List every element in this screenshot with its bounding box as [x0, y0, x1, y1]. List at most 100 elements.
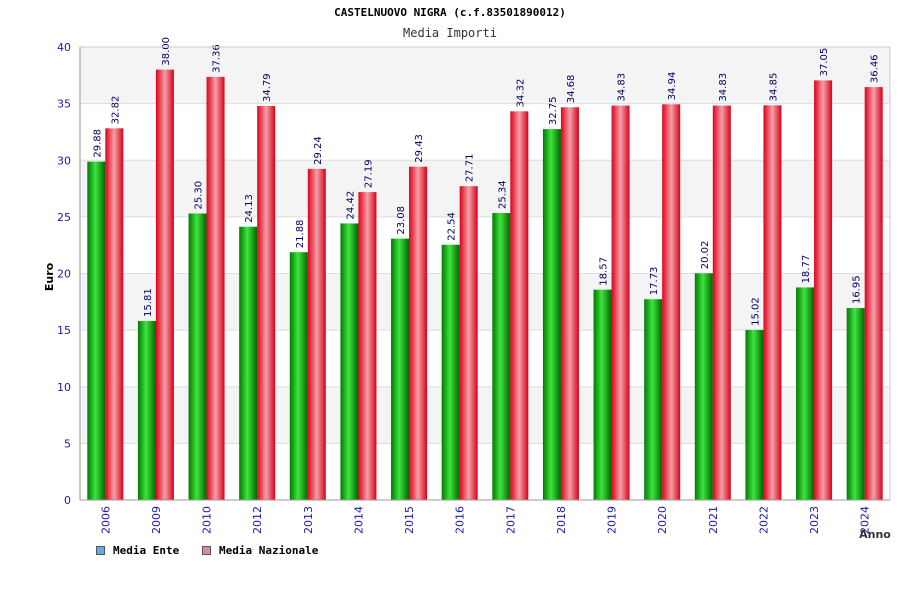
bar-value-label: 24.13: [244, 194, 255, 223]
y-tick-label: 10: [57, 381, 71, 394]
bar-value-label: 17.73: [649, 267, 660, 296]
bar-media-ente: [745, 329, 764, 500]
bar-media-nazionale: [105, 128, 124, 500]
bar-media-nazionale: [510, 111, 529, 501]
bar-value-label: 38.00: [161, 37, 172, 66]
bar-value-label: 24.42: [345, 191, 356, 220]
bar-value-label: 23.08: [396, 206, 407, 235]
legend-label-media-ente: Media Ente: [113, 543, 180, 557]
bar-media-ente: [391, 238, 410, 500]
bar-media-nazionale: [409, 166, 428, 500]
y-tick-label: 15: [57, 324, 71, 337]
bar-media-ente: [239, 226, 258, 500]
y-axis-label: Euro: [43, 262, 56, 291]
bar-value-label: 34.83: [617, 73, 628, 102]
bar-value-label: 34.79: [262, 73, 273, 102]
bar-media-nazionale: [864, 87, 883, 500]
bar-value-label: 34.83: [718, 73, 729, 102]
bar-media-ente: [441, 244, 460, 500]
x-tick-label: 2010: [201, 506, 214, 534]
bar-value-label: 15.02: [750, 297, 761, 326]
bar-value-label: 37.05: [819, 48, 830, 77]
y-tick-label: 5: [64, 437, 71, 450]
bar-media-nazionale: [611, 105, 630, 501]
y-tick-label: 30: [57, 154, 71, 167]
bar-media-ente: [289, 252, 308, 500]
bar-media-nazionale: [662, 104, 681, 500]
x-axis-label: Anno: [859, 528, 891, 541]
bar-value-label: 37.36: [212, 44, 223, 73]
x-tick-label: 2016: [454, 506, 467, 534]
y-tick-label: 40: [57, 41, 71, 54]
bar-value-label: 32.75: [548, 96, 559, 125]
x-tick-label: 2019: [606, 506, 619, 534]
bar-media-ente: [87, 161, 106, 500]
bar-media-nazionale: [206, 76, 225, 500]
bar-media-ente: [694, 273, 713, 500]
bar-value-label: 29.43: [414, 134, 425, 163]
x-tick-label: 2020: [656, 506, 669, 534]
bar-media-nazionale: [560, 107, 579, 501]
bar-media-nazionale: [712, 105, 731, 501]
bar-media-ente: [542, 129, 561, 500]
x-tick-label: 2009: [150, 506, 163, 534]
bar-value-label: 36.46: [870, 54, 881, 83]
bar-media-nazionale: [155, 69, 174, 501]
bar-value-label: 34.68: [566, 75, 577, 104]
x-tick-label: 2023: [808, 506, 821, 534]
x-tick-label: 2012: [251, 506, 264, 534]
bar-media-nazionale: [257, 106, 276, 501]
bar-value-label: 27.71: [465, 154, 476, 183]
bar-value-label: 20.02: [700, 241, 711, 270]
bar-value-label: 21.88: [295, 220, 306, 249]
bar-value-label: 27.19: [363, 159, 374, 188]
bar-value-label: 16.95: [852, 275, 863, 304]
bar-media-ente: [188, 213, 207, 501]
legend-swatch-media-nazionale: [202, 545, 211, 555]
bar-value-label: 25.34: [497, 180, 508, 209]
bar-media-ente: [137, 320, 156, 500]
bar-media-ente: [796, 287, 815, 500]
bar-value-label: 32.82: [110, 96, 121, 125]
x-tick-label: 2024: [859, 506, 872, 534]
x-tick-label: 2017: [504, 506, 517, 534]
bar-value-label: 29.24: [313, 136, 324, 165]
bar-value-label: 34.94: [667, 72, 678, 101]
y-tick-label: 20: [57, 268, 71, 281]
chart-title: CASTELNUOVO NIGRA (c.f.83501890012): [334, 6, 566, 19]
bar-value-label: 18.57: [599, 257, 610, 286]
legend-swatch-media-ente: [96, 545, 105, 555]
bar-media-ente: [846, 308, 865, 500]
bar-media-ente: [644, 299, 663, 500]
bar-media-ente: [492, 213, 511, 500]
y-tick-label: 25: [57, 211, 71, 224]
bar-media-nazionale: [307, 168, 326, 500]
bar-media-ente: [593, 289, 612, 500]
x-tick-label: 2014: [352, 506, 365, 534]
data-labels-group: 29.88 32.82 15.81 38.00 25.30 37.36 24.13 34.79…: [92, 37, 880, 326]
legend-label-media-nazionale: Media Nazionale: [219, 543, 319, 557]
axes-group: 0 5 10 15 20 25 30 35 40 2006 2009 2010 2012 2013 2014…: [57, 41, 891, 534]
bar-value-label: 18.77: [801, 255, 812, 284]
x-tick-label: 2015: [403, 506, 416, 534]
y-tick-label: 0: [64, 494, 71, 507]
bar-media-nazionale: [459, 186, 478, 500]
bar-media-nazionale: [358, 192, 377, 501]
legend-item-media-ente: Media Ente: [96, 543, 179, 557]
bar-media-ente: [340, 223, 359, 501]
y-tick-label: 35: [57, 98, 71, 111]
x-tick-label: 2013: [302, 506, 315, 534]
bar-media-nazionale: [814, 80, 833, 500]
bar-value-label: 34.85: [768, 73, 779, 102]
bar-media-nazionale: [763, 105, 782, 500]
x-tick-label: 2022: [757, 506, 770, 534]
legend-item-media-nazionale: Media Nazionale: [202, 543, 318, 557]
chart-subtitle: Media Importi: [403, 26, 497, 40]
x-tick-label: 2021: [707, 506, 720, 534]
x-tick-label: 2006: [99, 506, 112, 534]
bar-value-label: 15.81: [143, 288, 154, 317]
bars-group: [87, 69, 883, 501]
x-tick-label: 2018: [555, 506, 568, 534]
bar-value-label: 25.30: [194, 181, 205, 210]
